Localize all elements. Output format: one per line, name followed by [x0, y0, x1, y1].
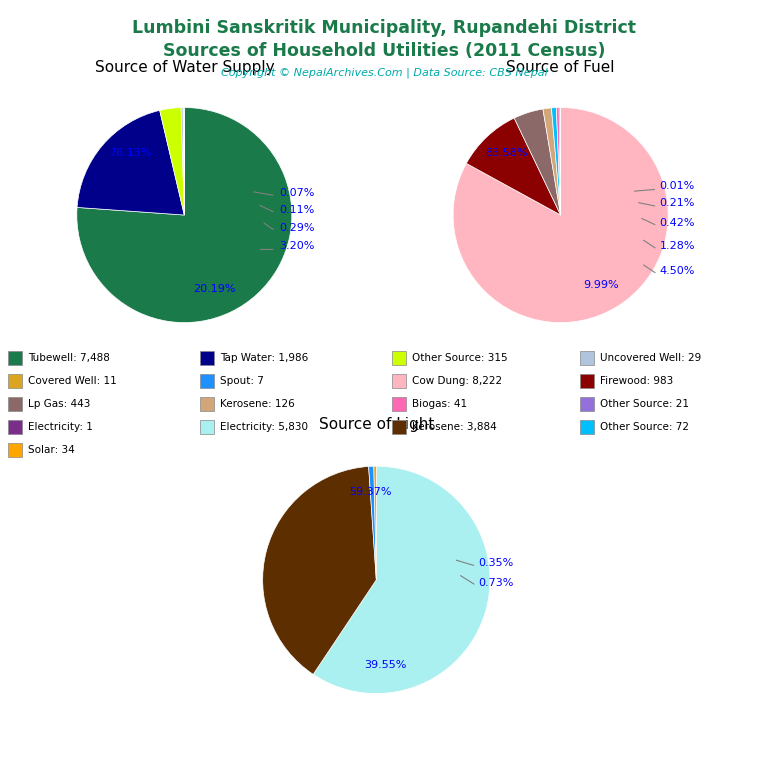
Wedge shape [313, 466, 490, 694]
Text: Tubewell: 7,488: Tubewell: 7,488 [28, 353, 110, 362]
Text: Other Source: 315: Other Source: 315 [412, 353, 508, 362]
Text: Solar: 34: Solar: 34 [28, 445, 74, 455]
Text: 0.11%: 0.11% [279, 205, 314, 215]
Wedge shape [551, 108, 561, 215]
Text: Spout: 7: Spout: 7 [220, 376, 263, 386]
Text: 1.28%: 1.28% [660, 241, 695, 251]
Wedge shape [453, 108, 668, 323]
Title: Source of Water Supply: Source of Water Supply [94, 61, 274, 75]
Text: Tap Water: 1,986: Tap Water: 1,986 [220, 353, 308, 362]
Text: 0.21%: 0.21% [660, 198, 695, 208]
Wedge shape [559, 108, 561, 215]
Text: 0.42%: 0.42% [660, 218, 695, 228]
Text: 39.55%: 39.55% [364, 660, 406, 670]
Text: Covered Well: 11: Covered Well: 11 [28, 376, 117, 386]
Text: Other Source: 72: Other Source: 72 [600, 422, 689, 432]
Wedge shape [515, 109, 561, 215]
Text: Sources of Household Utilities (2011 Census): Sources of Household Utilities (2011 Cen… [163, 42, 605, 60]
Text: 0.07%: 0.07% [279, 187, 314, 197]
Wedge shape [263, 466, 376, 674]
Text: Uncovered Well: 29: Uncovered Well: 29 [600, 353, 701, 362]
Wedge shape [466, 118, 561, 215]
Text: Copyright © NepalArchives.Com | Data Source: CBS Nepal: Copyright © NepalArchives.Com | Data Sou… [220, 68, 548, 78]
Text: Lp Gas: 443: Lp Gas: 443 [28, 399, 90, 409]
Wedge shape [374, 466, 376, 580]
Wedge shape [543, 108, 561, 215]
Text: 0.35%: 0.35% [478, 558, 514, 568]
Title: Source of Fuel: Source of Fuel [506, 61, 615, 75]
Text: 76.13%: 76.13% [109, 148, 152, 158]
Text: 4.50%: 4.50% [660, 266, 695, 276]
Text: 83.58%: 83.58% [485, 148, 528, 158]
Wedge shape [183, 108, 184, 215]
Text: 59.37%: 59.37% [349, 487, 392, 497]
Wedge shape [77, 111, 184, 215]
Text: Biogas: 41: Biogas: 41 [412, 399, 467, 409]
Text: 0.01%: 0.01% [660, 181, 695, 191]
Text: Electricity: 5,830: Electricity: 5,830 [220, 422, 308, 432]
Title: Source of Light: Source of Light [319, 418, 434, 432]
Text: Cow Dung: 8,222: Cow Dung: 8,222 [412, 376, 502, 386]
Text: 3.20%: 3.20% [279, 241, 314, 251]
Text: Kerosene: 3,884: Kerosene: 3,884 [412, 422, 496, 432]
Text: Electricity: 1: Electricity: 1 [28, 422, 92, 432]
Text: Kerosene: 126: Kerosene: 126 [220, 399, 294, 409]
Text: Firewood: 983: Firewood: 983 [600, 376, 673, 386]
Wedge shape [181, 108, 184, 215]
Text: 9.99%: 9.99% [584, 280, 619, 290]
Text: Other Source: 21: Other Source: 21 [600, 399, 689, 409]
Wedge shape [556, 108, 561, 215]
Wedge shape [160, 108, 184, 215]
Text: 20.19%: 20.19% [194, 284, 236, 294]
Text: 0.29%: 0.29% [279, 223, 314, 233]
Wedge shape [369, 466, 376, 580]
Wedge shape [77, 108, 292, 323]
Text: 0.73%: 0.73% [478, 578, 514, 588]
Text: Lumbini Sanskritik Municipality, Rupandehi District: Lumbini Sanskritik Municipality, Rupande… [132, 19, 636, 37]
